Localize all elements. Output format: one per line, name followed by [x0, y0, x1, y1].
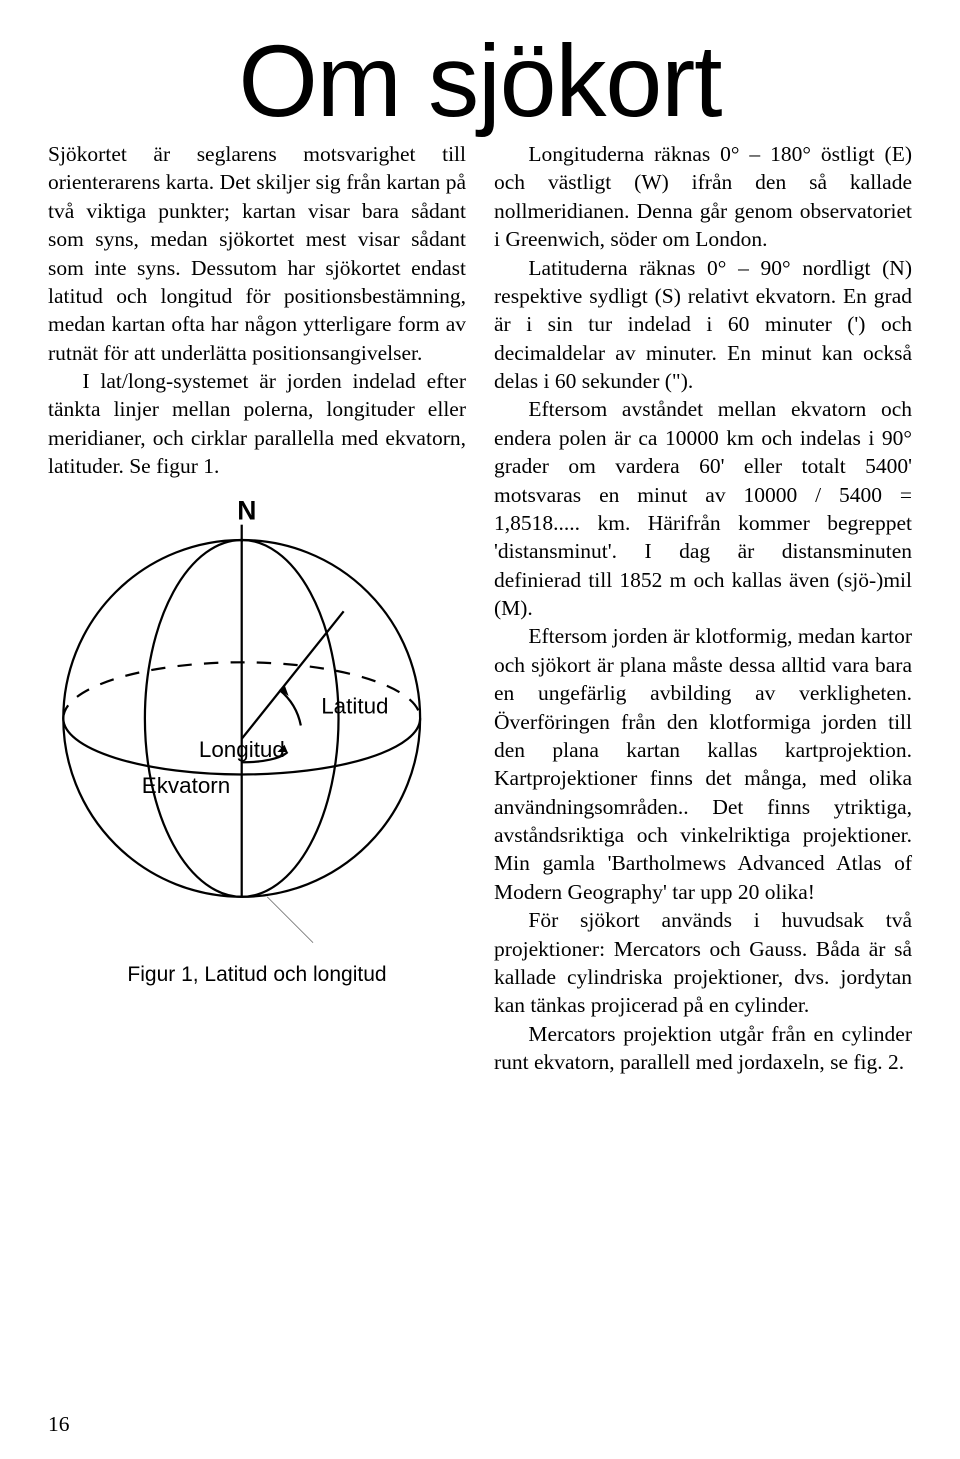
page-number: 16: [48, 1412, 70, 1437]
latitude-arc: [279, 689, 300, 725]
label-latitud: Latitud: [321, 693, 388, 718]
label-ekvatorn: Ekvatorn: [142, 772, 230, 797]
paragraph-3: Longituderna räknas 0° – 180° östligt (E…: [494, 140, 912, 254]
radius-vector: [242, 611, 344, 738]
guide-line: [267, 896, 313, 942]
figure-caption: Figur 1, Latitud och longitud: [48, 961, 466, 989]
page: Om sjökort Sjökortet är seglarens motsva…: [0, 0, 960, 1459]
paragraph-8: Mercators projektion utgår från en cylin…: [494, 1020, 912, 1077]
label-north: N: [237, 495, 256, 525]
label-longitud: Longitud: [199, 737, 285, 762]
paragraph-2: I lat/long-systemet är jorden indelad ef…: [48, 367, 466, 481]
paragraph-6: Eftersom jorden är klotformig, medan kar…: [494, 622, 912, 906]
globe-diagram: N: [48, 489, 466, 958]
paragraph-5: Eftersom avståndet mellan ekvatorn och e…: [494, 395, 912, 622]
meridian-left: [145, 539, 242, 896]
paragraph-1: Sjökortet är seglarens motsvarighet till…: [48, 140, 466, 367]
page-title: Om sjökort: [48, 30, 912, 132]
body-columns: Sjökortet är seglarens motsvarighet till…: [48, 140, 912, 1076]
paragraph-4: Latituderna räknas 0° – 90° nordligt (N)…: [494, 254, 912, 396]
figure-1: N: [48, 489, 466, 990]
meridian-right: [242, 539, 339, 896]
paragraph-7: För sjökort används i huvudsak två proje…: [494, 906, 912, 1020]
